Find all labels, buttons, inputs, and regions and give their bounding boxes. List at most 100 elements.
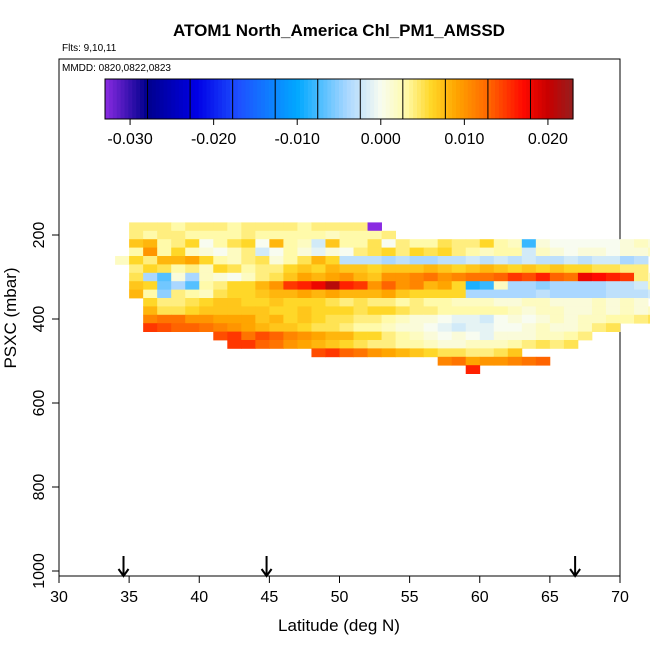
colorbar-segment (284, 79, 289, 119)
colorbar-segment (264, 79, 270, 119)
heatmap-cell (437, 314, 453, 324)
y-tick-label: 400 (31, 306, 48, 333)
colorbar-segment (389, 79, 395, 119)
heatmap-cell (409, 331, 425, 341)
heatmap-cell (199, 306, 214, 316)
heatmap-cell (395, 348, 411, 358)
heatmap-cell (311, 222, 326, 232)
heatmap-cell (605, 314, 621, 324)
heatmap-cell (255, 230, 270, 240)
colorbar-segment (553, 79, 558, 119)
heatmap-cell (353, 281, 368, 290)
x-axis-label: Latitude (deg N) (278, 616, 400, 635)
colorbar-segment (218, 79, 223, 119)
heatmap-cell (549, 264, 565, 274)
y-tick-label: 800 (31, 474, 48, 501)
heatmap-cell (367, 323, 382, 332)
colorbar-segment (401, 79, 406, 119)
colorbar-segment (366, 79, 371, 119)
heatmap-cell (143, 264, 158, 274)
heatmap-cell (437, 323, 453, 332)
heatmap-cell (381, 289, 396, 299)
heatmap-cell (367, 340, 382, 349)
heatmap-cell (171, 264, 186, 274)
heatmap-cell (437, 289, 453, 299)
heatmap-cell (493, 323, 509, 332)
heatmap-cell (255, 247, 270, 257)
heatmap-cell (367, 298, 382, 307)
heatmap-cell (185, 314, 200, 324)
heatmap-cell (423, 281, 439, 290)
heatmap-cell (395, 331, 411, 341)
heatmap-cell (297, 289, 312, 299)
colorbar-segment (370, 79, 375, 119)
heatmap-cell (605, 239, 621, 248)
heatmap-cell (381, 314, 396, 324)
heatmap-cell (297, 230, 312, 240)
colorbar-segment (522, 79, 527, 119)
heatmap-cell (563, 281, 579, 290)
heatmap-cell (493, 348, 509, 358)
heatmap-cell (507, 239, 523, 248)
heatmap-cell (227, 239, 242, 248)
heatmap-cell (213, 306, 228, 316)
heatmap-cell (311, 264, 326, 274)
colorbar-segment (257, 79, 262, 119)
heatmap-cell (241, 323, 256, 332)
heatmap-cell (129, 256, 144, 265)
heatmap-cell (199, 314, 214, 324)
heatmap-cell (241, 247, 256, 257)
heatmap-cell (367, 306, 382, 316)
colorbar-segment (276, 79, 282, 119)
heatmap-cell (213, 247, 228, 257)
heatmap-cell (325, 222, 340, 232)
heatmap-cell (465, 272, 481, 282)
heatmap-cell (409, 281, 425, 290)
heatmap-cell (381, 230, 396, 240)
heatmap-cell (129, 272, 144, 282)
heatmap-cell (493, 306, 509, 316)
colorbar-segment (549, 79, 555, 119)
heatmap-cell (353, 239, 368, 248)
heatmap-cell (591, 298, 607, 307)
heatmap-cell (451, 340, 467, 349)
heatmap-cell (493, 298, 509, 307)
heatmap-cell (493, 239, 509, 248)
heatmap-cell (157, 264, 172, 274)
heatmap-cell (143, 222, 158, 232)
heatmap-cell (479, 264, 495, 274)
heatmap-cell (339, 247, 354, 257)
colorbar-segment (222, 79, 227, 119)
heatmap-cell (157, 272, 172, 282)
heatmap-cell (479, 356, 495, 366)
y-tick-label: 600 (31, 390, 48, 417)
heatmap-cell (423, 289, 439, 299)
heatmap-cell (451, 298, 467, 307)
heatmap-cell (143, 247, 158, 257)
heatmap-cell (549, 314, 565, 324)
heatmap-cell (395, 272, 411, 282)
colorbar-segment (120, 79, 126, 119)
colorbar-segment (237, 79, 243, 119)
heatmap-cell (171, 247, 186, 257)
heatmap-cell (620, 264, 635, 274)
heatmap-cell (297, 264, 312, 274)
heatmap-cell (353, 314, 368, 324)
heatmap-cell (227, 289, 242, 299)
heatmap-cell (241, 272, 256, 282)
colorbar-segment (144, 79, 149, 119)
colorbar-segment (198, 79, 204, 119)
heatmap-cell (451, 239, 467, 248)
heatmap-cell (535, 272, 551, 282)
heatmap-cell (255, 314, 270, 324)
colorbar-segment (331, 79, 336, 119)
heatmap-cell (241, 222, 256, 232)
heatmap-cell (367, 256, 382, 265)
heatmap-cell (549, 281, 565, 290)
heatmap-cell (577, 256, 593, 265)
heatmap-cell (395, 256, 411, 265)
heatmap-cell (199, 323, 214, 332)
heatmap-cell (648, 239, 650, 248)
heatmap-cell (185, 272, 200, 282)
heatmap-cell (255, 289, 270, 299)
